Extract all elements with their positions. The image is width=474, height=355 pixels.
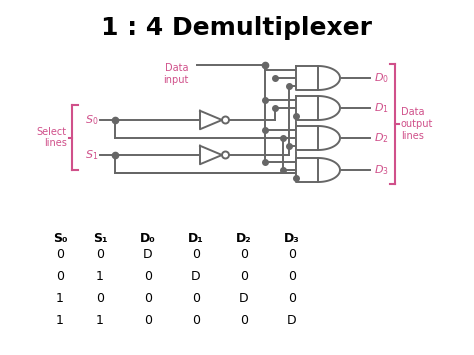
Text: 1 : 4 Demultiplexer: 1 : 4 Demultiplexer bbox=[101, 16, 373, 40]
Text: 0: 0 bbox=[240, 270, 248, 283]
Text: 0: 0 bbox=[96, 292, 104, 305]
Text: 0: 0 bbox=[144, 292, 152, 305]
Text: S₁: S₁ bbox=[93, 232, 107, 245]
Text: D: D bbox=[191, 270, 201, 283]
Text: D₃: D₃ bbox=[284, 232, 300, 245]
Polygon shape bbox=[200, 146, 222, 164]
Text: 0: 0 bbox=[56, 270, 64, 283]
Text: S₀: S₀ bbox=[53, 232, 67, 245]
Text: $D_0$: $D_0$ bbox=[374, 71, 389, 85]
Text: D: D bbox=[239, 292, 249, 305]
Text: $D_2$: $D_2$ bbox=[374, 131, 389, 145]
Text: 0: 0 bbox=[144, 270, 152, 283]
Text: 0: 0 bbox=[288, 292, 296, 305]
Text: 0: 0 bbox=[56, 248, 64, 261]
Polygon shape bbox=[296, 66, 318, 90]
Text: Data
output
lines: Data output lines bbox=[401, 108, 433, 141]
Polygon shape bbox=[200, 111, 222, 129]
Circle shape bbox=[222, 116, 229, 124]
Text: 1: 1 bbox=[96, 270, 104, 283]
Text: 0: 0 bbox=[288, 270, 296, 283]
Text: 0: 0 bbox=[240, 314, 248, 327]
Text: D₁: D₁ bbox=[188, 232, 204, 245]
Circle shape bbox=[222, 152, 229, 158]
Text: $S_0$: $S_0$ bbox=[84, 113, 98, 127]
Polygon shape bbox=[318, 96, 340, 120]
Text: 0: 0 bbox=[288, 248, 296, 261]
Text: 0: 0 bbox=[96, 248, 104, 261]
Text: 1: 1 bbox=[96, 314, 104, 327]
Text: Data
input: Data input bbox=[164, 63, 189, 84]
Polygon shape bbox=[318, 158, 340, 182]
Polygon shape bbox=[296, 96, 318, 120]
Text: D₂: D₂ bbox=[236, 232, 252, 245]
Text: $D_3$: $D_3$ bbox=[374, 163, 389, 177]
Text: $D_1$: $D_1$ bbox=[374, 101, 389, 115]
Polygon shape bbox=[296, 126, 318, 150]
Polygon shape bbox=[296, 158, 318, 182]
Text: 0: 0 bbox=[240, 248, 248, 261]
Text: D: D bbox=[143, 248, 153, 261]
Text: Select
lines: Select lines bbox=[37, 127, 67, 148]
Text: D: D bbox=[287, 314, 297, 327]
Text: $S_1$: $S_1$ bbox=[85, 148, 98, 162]
Polygon shape bbox=[318, 66, 340, 90]
Text: 1: 1 bbox=[56, 314, 64, 327]
Polygon shape bbox=[318, 126, 340, 150]
Text: 1: 1 bbox=[56, 292, 64, 305]
Text: 0: 0 bbox=[144, 314, 152, 327]
Text: D₀: D₀ bbox=[140, 232, 156, 245]
Text: 0: 0 bbox=[192, 292, 200, 305]
Text: 0: 0 bbox=[192, 248, 200, 261]
Text: 0: 0 bbox=[192, 314, 200, 327]
